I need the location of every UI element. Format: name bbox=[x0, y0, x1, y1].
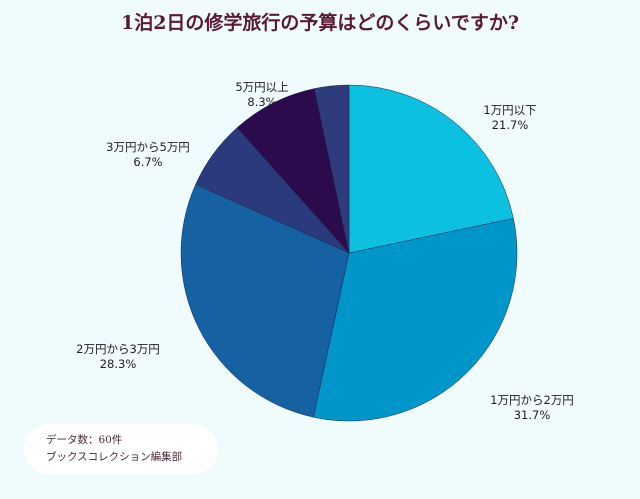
slice-label-value: 21.7% bbox=[491, 118, 529, 132]
pie-slice bbox=[348, 84, 514, 254]
slice-label-name: 5万円以上 bbox=[235, 80, 289, 94]
data-count: データ数：60件 bbox=[46, 434, 123, 446]
pie-slice bbox=[314, 84, 350, 254]
slice-label-name: 2万円から3万円 bbox=[76, 342, 160, 356]
slice-label-name: 1万円から2万円 bbox=[490, 393, 574, 407]
chart-title: 1泊2日の修学旅行の予算はどのくらいですか? bbox=[120, 12, 519, 34]
slice-label-value: 6.7% bbox=[133, 155, 163, 169]
slice-label-value: 31.7% bbox=[513, 408, 551, 422]
data-note: データ数：60件 ブックスコレクション編集部 bbox=[24, 424, 218, 474]
slice-label: 3万円から5万円 6.7% bbox=[106, 140, 190, 170]
slice-label: 5万円以上 8.3% bbox=[235, 80, 288, 110]
pie-slice bbox=[313, 218, 518, 422]
slice-label-name: 3万円から5万円 bbox=[106, 140, 190, 154]
slice-label: 1万円以下 21.7% bbox=[483, 103, 536, 133]
slice-label-value: 28.3% bbox=[99, 357, 137, 371]
slice-label: 2万円から3万円 28.3% bbox=[76, 342, 160, 372]
slice-label-value: 8.3% bbox=[247, 95, 277, 109]
pie-slice bbox=[236, 88, 350, 254]
slice-label-name: 1万円以下 bbox=[483, 103, 537, 117]
slice-label: 1万円から2万円 31.7% bbox=[490, 393, 574, 423]
pie-slice bbox=[180, 184, 350, 418]
data-source: ブックスコレクション編集部 bbox=[46, 451, 183, 463]
